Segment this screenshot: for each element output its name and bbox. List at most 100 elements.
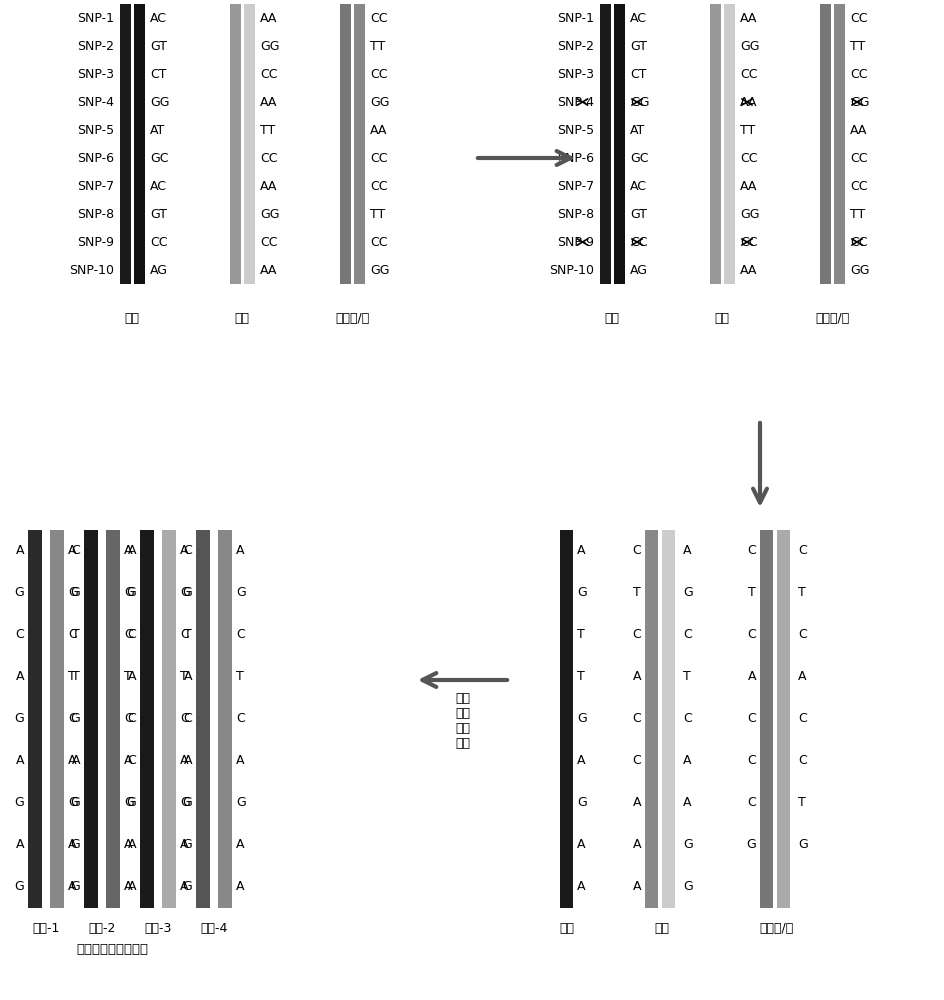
Text: A: A [124, 754, 132, 768]
Bar [776, 530, 789, 908]
Text: AA: AA [849, 123, 867, 136]
Bar [244, 4, 255, 284]
Text: CC: CC [630, 235, 647, 248]
Text: CC: CC [260, 235, 278, 248]
Text: C: C [15, 629, 24, 642]
Text: GG: GG [260, 39, 279, 52]
Text: GG: GG [739, 208, 759, 221]
Bar [819, 4, 830, 284]
Text: T: T [797, 796, 805, 810]
Text: C: C [68, 629, 76, 642]
Text: CC: CC [739, 235, 757, 248]
Text: 胚胎-3: 胚胎-3 [144, 922, 172, 935]
Text: T: T [632, 586, 640, 599]
Text: C: C [124, 712, 132, 726]
Text: G: G [182, 586, 192, 599]
Text: A: A [68, 754, 76, 768]
Text: A: A [127, 670, 136, 684]
Text: GT: GT [150, 208, 167, 221]
Text: GG: GG [370, 96, 389, 108]
Bar [84, 530, 98, 908]
Text: C: C [797, 544, 806, 558]
Text: 女方: 女方 [714, 312, 729, 325]
Text: A: A [577, 880, 585, 894]
Text: C: C [183, 544, 192, 558]
Text: SNP-7: SNP-7 [556, 180, 594, 192]
Text: G: G [683, 838, 692, 852]
Text: C: C [797, 712, 806, 726]
Text: A: A [236, 838, 244, 852]
Bar [195, 530, 210, 908]
Text: SNP-9: SNP-9 [556, 235, 594, 248]
Text: T: T [577, 670, 584, 684]
Text: SNP-6: SNP-6 [556, 151, 594, 164]
Text: A: A [183, 670, 192, 684]
Text: 男方: 男方 [125, 312, 140, 325]
Text: A: A [15, 838, 24, 852]
Text: T: T [68, 670, 76, 684]
Bar [354, 4, 364, 284]
Text: GT: GT [150, 39, 167, 52]
Text: 男方父/母: 男方父/母 [814, 312, 849, 325]
Text: C: C [747, 796, 755, 810]
Text: 男方: 男方 [559, 922, 573, 935]
Text: GG: GG [849, 263, 868, 276]
Text: T: T [72, 670, 80, 684]
Text: GG: GG [370, 263, 389, 276]
Text: G: G [68, 796, 77, 810]
Text: A: A [179, 838, 188, 852]
Text: A: A [179, 544, 188, 558]
Text: 胚胎-1: 胚胎-1 [32, 922, 59, 935]
Text: 男方: 男方 [604, 312, 619, 325]
Text: G: G [70, 586, 80, 599]
Text: AA: AA [739, 180, 756, 192]
Text: C: C [797, 629, 806, 642]
Text: G: G [126, 796, 136, 810]
Text: 胚胎-4: 胚胎-4 [200, 922, 228, 935]
Text: CC: CC [849, 235, 867, 248]
Text: SNP-2: SNP-2 [76, 39, 114, 52]
Text: C: C [127, 712, 136, 726]
Text: T: T [179, 670, 188, 684]
Text: A: A [68, 838, 76, 852]
Text: G: G [236, 586, 245, 599]
Text: AA: AA [260, 263, 278, 276]
Text: A: A [236, 754, 244, 768]
Text: G: G [14, 880, 24, 894]
Text: AA: AA [739, 11, 756, 24]
Text: A: A [183, 754, 192, 768]
Text: C: C [747, 629, 755, 642]
Text: C: C [183, 712, 192, 726]
Text: CC: CC [849, 180, 867, 192]
Text: A: A [236, 880, 244, 894]
Text: SNP-8: SNP-8 [76, 208, 114, 221]
Text: AC: AC [630, 11, 647, 24]
Text: GC: GC [630, 151, 648, 164]
Text: G: G [124, 796, 134, 810]
Text: A: A [127, 880, 136, 894]
Text: C: C [797, 754, 806, 768]
Text: G: G [14, 796, 24, 810]
Bar [723, 4, 734, 284]
Bar [28, 530, 42, 908]
Text: A: A [683, 544, 691, 558]
Text: A: A [632, 880, 640, 894]
Text: C: C [127, 629, 136, 642]
Text: C: C [236, 712, 244, 726]
Text: T: T [184, 629, 192, 642]
Text: CC: CC [370, 68, 387, 81]
Text: A: A [127, 838, 136, 852]
Bar [645, 530, 657, 908]
Text: G: G [179, 796, 190, 810]
Text: GC: GC [150, 151, 168, 164]
Text: A: A [68, 544, 76, 558]
Text: C: C [179, 712, 189, 726]
Text: C: C [71, 544, 80, 558]
Text: AA: AA [260, 11, 278, 24]
Text: CT: CT [150, 68, 166, 81]
Text: TT: TT [260, 123, 275, 136]
Text: G: G [797, 838, 807, 852]
Text: TT: TT [739, 123, 754, 136]
Text: AG: AG [150, 263, 168, 276]
Text: A: A [15, 754, 24, 768]
